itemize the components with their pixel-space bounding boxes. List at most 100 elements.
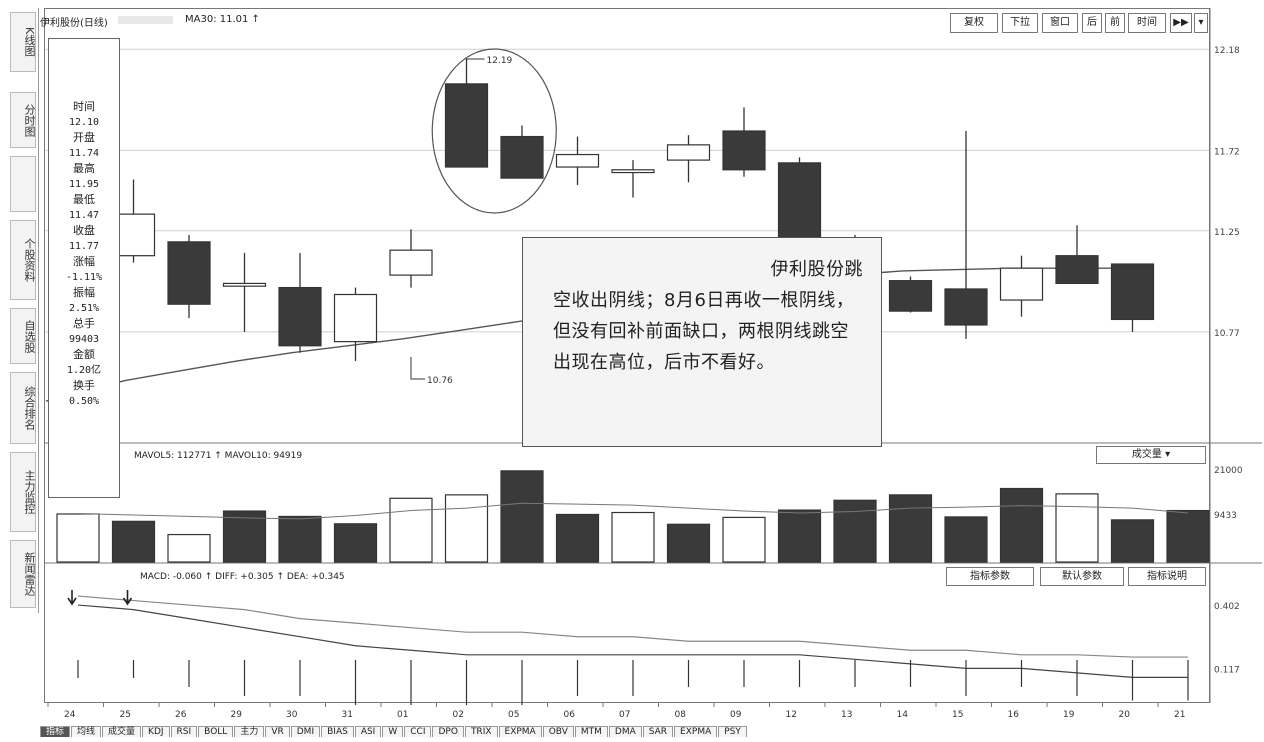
candle-body bbox=[389, 249, 433, 276]
volume-bar bbox=[389, 497, 433, 563]
indicator-tab[interactable]: 均线 bbox=[71, 726, 102, 737]
volume-bar bbox=[888, 494, 933, 563]
macd-tick-label: 0.402 bbox=[1214, 602, 1240, 612]
toolbar-menu-button[interactable]: ▾ bbox=[1194, 13, 1208, 33]
candle-body bbox=[555, 153, 600, 168]
indicator-tab[interactable]: CCI bbox=[404, 726, 432, 737]
volume-bar bbox=[611, 511, 655, 563]
indicator-help-button[interactable]: 指标说明 bbox=[1128, 567, 1206, 586]
toolbar-play-button[interactable]: ▶▶ bbox=[1170, 13, 1192, 33]
volume-bar bbox=[444, 494, 489, 563]
date-tick-label: 15 bbox=[952, 710, 963, 720]
indicator-tab[interactable]: KDJ bbox=[142, 726, 170, 737]
info-label: 最高 bbox=[73, 162, 95, 175]
indicator-tab[interactable]: 主力 bbox=[234, 726, 265, 737]
candle-body bbox=[500, 135, 544, 179]
volume-bar bbox=[333, 523, 378, 563]
volume-bar bbox=[777, 509, 822, 563]
volume-bar bbox=[111, 520, 156, 563]
indicator-tab[interactable]: DMA bbox=[608, 726, 642, 737]
candle-body bbox=[167, 241, 211, 305]
candle-body bbox=[722, 130, 766, 171]
volume-bar bbox=[1055, 493, 1099, 563]
indicator-tab[interactable]: EXPMA bbox=[498, 726, 542, 737]
date-tick-label: 24 bbox=[64, 710, 76, 720]
candle-body bbox=[944, 288, 988, 326]
indicator-tab[interactable]: ASI bbox=[354, 726, 382, 737]
candle-body bbox=[999, 267, 1044, 301]
indicator-params-button[interactable]: 指标参数 bbox=[946, 567, 1034, 586]
indicator-tab[interactable]: VR bbox=[265, 726, 290, 737]
indicator-tab[interactable]: BIAS bbox=[321, 726, 354, 737]
indicator-tab[interactable]: 指标 bbox=[40, 726, 71, 737]
date-tick-label: 21 bbox=[1174, 710, 1185, 720]
sidebar-item-watchlist[interactable]: 自选股 bbox=[10, 308, 36, 364]
indicator-tab[interactable]: RSI bbox=[170, 726, 198, 737]
indicator-tab[interactable]: W bbox=[382, 726, 404, 737]
volume-header: MAVOL5: 112771 ↑ MAVOL10: 94919 bbox=[134, 451, 303, 461]
sidebar-item-kline[interactable]: K线图 bbox=[10, 12, 36, 72]
volume-tick-label: 9433 bbox=[1214, 511, 1237, 521]
high-marker bbox=[466, 58, 485, 71]
callout-heading: 伊利股份跳 bbox=[770, 259, 863, 280]
sidebar-item-ranking[interactable]: 综合排名 bbox=[10, 372, 36, 444]
info-label: 最低 bbox=[73, 193, 95, 206]
info-value: 12.10 bbox=[68, 116, 100, 128]
indicator-tab[interactable]: EXPMA bbox=[674, 726, 718, 737]
toolbar-time-button[interactable]: 时间 bbox=[1128, 13, 1166, 33]
toolbar-adjust-button[interactable]: 复权 bbox=[950, 13, 998, 33]
volume-tick-label: 21000 bbox=[1214, 466, 1243, 476]
info-value: 11.74 bbox=[68, 147, 100, 159]
info-value: 0.50% bbox=[68, 395, 100, 407]
indicator-tab[interactable]: TRIX bbox=[464, 726, 498, 737]
indicator-tab[interactable]: OBV bbox=[542, 726, 574, 737]
sidebar-item-blank[interactable] bbox=[10, 156, 36, 212]
indicator-tab[interactable]: PSY bbox=[718, 726, 747, 737]
candle-body bbox=[222, 282, 267, 287]
date-tick-label: 08 bbox=[675, 710, 687, 720]
candle-body bbox=[333, 293, 378, 343]
candle-body bbox=[611, 169, 655, 174]
sidebar-item-news[interactable]: 新闻雷达 bbox=[10, 540, 36, 608]
info-value: 11.47 bbox=[68, 209, 100, 221]
volume-bar bbox=[1166, 509, 1210, 563]
date-tick-label: 31 bbox=[342, 710, 353, 720]
indicator-tab[interactable]: BOLL bbox=[198, 726, 234, 737]
toolbar-dropdown-button[interactable]: 下拉 bbox=[1002, 13, 1038, 33]
indicator-tab[interactable]: DMI bbox=[290, 726, 321, 737]
info-label: 开盘 bbox=[73, 131, 95, 144]
info-label: 涨幅 bbox=[73, 255, 95, 268]
low-marker bbox=[410, 357, 425, 380]
date-tick-label: 06 bbox=[564, 710, 576, 720]
price-tick-label: 10.77 bbox=[1214, 329, 1240, 339]
indicator-tab[interactable]: MTM bbox=[574, 726, 608, 737]
macd-header: MACD: -0.060 ↑ DIFF: +0.305 ↑ DEA: +0.34… bbox=[140, 572, 345, 582]
toolbar-window-button[interactable]: 窗口 bbox=[1042, 13, 1078, 33]
toolbar-forward-button[interactable]: 前 bbox=[1105, 13, 1125, 33]
indicator-tab[interactable]: SAR bbox=[642, 726, 674, 737]
indicator-tab[interactable]: DPO bbox=[432, 726, 464, 737]
toolbar-back-button[interactable]: 后 bbox=[1082, 13, 1102, 33]
date-tick-label: 12 bbox=[786, 710, 797, 720]
date-tick-label: 07 bbox=[619, 710, 630, 720]
info-label: 总手 bbox=[73, 317, 95, 330]
volume-bar bbox=[500, 470, 544, 563]
date-tick-label: 13 bbox=[841, 710, 852, 720]
callout-body: 空收出阴线；8月6日再收一根阴线，但没有回补前面缺口，两根阴线跳空出现在高位，后… bbox=[553, 290, 855, 373]
mavol-line bbox=[77, 502, 1189, 520]
info-label: 金额 bbox=[73, 348, 95, 361]
indicator-tab[interactable]: 成交量 bbox=[102, 726, 142, 737]
macd-diff-line bbox=[77, 604, 1188, 678]
sidebar-item-main-monitor[interactable]: 主力监控 bbox=[10, 452, 36, 532]
default-params-button[interactable]: 默认参数 bbox=[1040, 567, 1124, 586]
volume-indicator-dropdown[interactable]: 成交量 ▾ bbox=[1096, 446, 1206, 464]
sidebar-item-intraday[interactable]: 分时图 bbox=[10, 92, 36, 148]
volume-bar bbox=[944, 516, 988, 563]
ma-label: MA30: 11.01 ↑ bbox=[185, 14, 260, 25]
candle-body bbox=[444, 83, 489, 168]
sidebar-item-stock-info[interactable]: 个股资料 bbox=[10, 220, 36, 300]
info-value: 11.95 bbox=[68, 178, 100, 190]
volume-bar bbox=[1110, 519, 1155, 563]
left-sidebar: K线图 分时图 个股资料 自选股 综合排名 主力监控 新闻雷达 bbox=[8, 8, 39, 613]
